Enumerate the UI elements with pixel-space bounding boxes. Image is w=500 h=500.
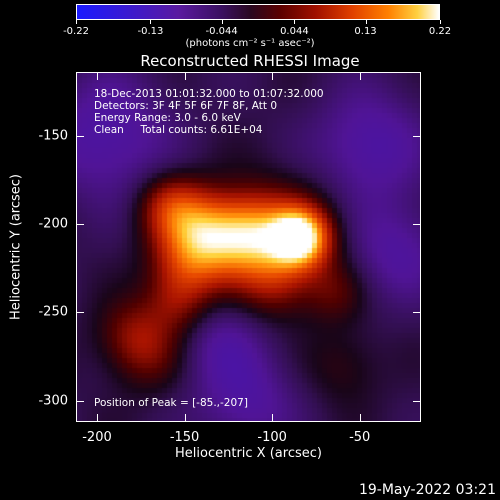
- y-tick-mark: [413, 400, 420, 402]
- x-tick-label: -100: [257, 430, 287, 445]
- y-tick-mark: [413, 312, 420, 314]
- info-time-range: 18-Dec-2013 01:01:32.000 to 01:07:32.000: [94, 88, 324, 100]
- colorbar-tick-mark: [221, 20, 223, 24]
- colorbar-tick-label: 0.13: [354, 26, 377, 37]
- y-tick-mark: [77, 400, 84, 402]
- info-total-counts: Clean Total counts: 6.61E+04: [94, 124, 263, 136]
- plot-title: Reconstructed RHESSI Image: [140, 52, 360, 70]
- x-tick-mark: [272, 73, 274, 80]
- y-tick-mark: [77, 135, 84, 137]
- colorbar-tick-label: -0.13: [137, 26, 164, 37]
- y-tick-mark: [77, 224, 84, 226]
- plot-area: [76, 72, 421, 422]
- x-tick-mark: [97, 414, 98, 421]
- y-tick-label: -250: [38, 304, 68, 320]
- y-tick-label: -300: [38, 393, 68, 409]
- x-tick-label: -50: [349, 430, 371, 445]
- colorbar-tick-mark: [440, 20, 441, 24]
- info-energy-range: Energy Range: 3.0 - 6.0 keV: [94, 112, 241, 124]
- x-tick-mark: [184, 414, 186, 421]
- colorbar: [76, 4, 440, 20]
- x-tick-mark: [359, 73, 361, 80]
- timestamp: 19-May-2022 03:21: [358, 482, 496, 498]
- colorbar-tick-mark: [365, 20, 367, 24]
- colorbar-tick-label: -0.22: [63, 26, 89, 37]
- y-axis-title: Heliocentric Y (arcsec): [8, 174, 24, 320]
- x-tick-mark: [359, 414, 361, 421]
- x-tick-mark: [272, 414, 274, 421]
- colorbar-tick-mark: [294, 20, 296, 24]
- colorbar-tick-label: 0.22: [428, 26, 452, 37]
- colorbar-tick-mark: [150, 20, 152, 24]
- x-axis-title: Heliocentric X (arcsec): [175, 446, 322, 461]
- y-tick-mark: [413, 224, 420, 226]
- y-tick-mark: [77, 312, 84, 314]
- heatmap-image: [77, 73, 420, 421]
- colorbar-units: (photons cm⁻² s⁻¹ asec⁻²): [185, 38, 315, 49]
- x-tick-label: -200: [82, 430, 112, 445]
- y-tick-label: -150: [38, 128, 68, 144]
- colorbar-tick-label: -0.044: [205, 26, 238, 37]
- x-tick-mark: [184, 73, 186, 80]
- y-tick-label: -200: [38, 216, 68, 232]
- colorbar-tick-mark: [76, 20, 77, 24]
- colorbar-tick-label: 0.044: [280, 26, 309, 37]
- info-detectors: Detectors: 3F 4F 5F 6F 7F 8F, Att 0: [94, 100, 278, 112]
- x-tick-mark: [97, 73, 98, 80]
- y-tick-mark: [413, 135, 420, 137]
- x-tick-label: -150: [169, 430, 200, 445]
- peak-position: Position of Peak = [-85.,-207]: [94, 397, 248, 409]
